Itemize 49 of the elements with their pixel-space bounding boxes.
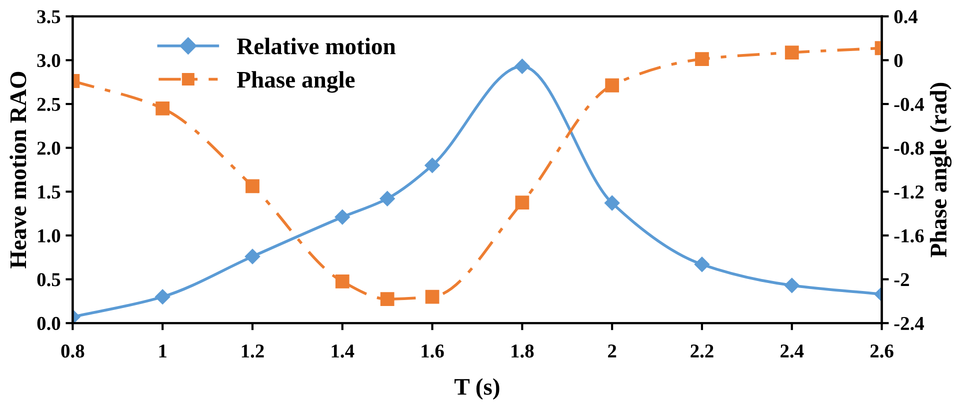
y-tick-label: 0.5 bbox=[37, 273, 60, 286]
x-tick-label: 2.4 bbox=[780, 344, 804, 358]
point bbox=[604, 195, 620, 211]
point bbox=[694, 256, 710, 272]
x-tick-label: 2 bbox=[608, 344, 616, 358]
y-tick-label: 1.5 bbox=[38, 186, 60, 199]
y2-tick-label: -1.6 bbox=[894, 229, 924, 242]
point bbox=[380, 292, 394, 306]
point bbox=[156, 101, 170, 116]
y-tick-label: 3.5 bbox=[37, 10, 60, 24]
point bbox=[514, 58, 530, 74]
point bbox=[515, 196, 530, 210]
point bbox=[784, 278, 800, 293]
y2-tick-label: -2.4 bbox=[894, 316, 924, 330]
x-tick-label: 1.6 bbox=[422, 344, 444, 358]
point bbox=[244, 248, 260, 264]
x-tick-label: 1.8 bbox=[512, 344, 534, 358]
x-tick-label: 0.8 bbox=[61, 344, 84, 358]
point bbox=[424, 158, 440, 173]
y2-tick-label: -1.2 bbox=[894, 186, 924, 199]
y2-tick-label: -0.8 bbox=[894, 142, 924, 155]
point bbox=[334, 209, 350, 225]
x-tick-label: 2.6 bbox=[870, 344, 894, 358]
y-tick-label: 2.5 bbox=[37, 98, 60, 112]
y2-tick-label: 0.4 bbox=[894, 10, 918, 24]
point bbox=[695, 52, 709, 66]
x-tick-label: 2.2 bbox=[690, 344, 714, 358]
x-axis-title: T (s) bbox=[454, 378, 500, 400]
y2-axis-title: Phase angle (rad) bbox=[930, 82, 952, 258]
point bbox=[155, 289, 170, 304]
y2-tick-label: -2 bbox=[894, 273, 909, 286]
point bbox=[246, 179, 260, 194]
x-tick-label: 1 bbox=[159, 344, 166, 358]
point bbox=[605, 78, 620, 92]
x-tick-label: 1.4 bbox=[332, 344, 354, 358]
y-tick-label: 2.0 bbox=[37, 142, 60, 155]
point bbox=[380, 191, 395, 206]
y-axis-title: Heave motion RAO bbox=[10, 72, 26, 268]
y-tick-label: 1.0 bbox=[38, 229, 60, 242]
y-tick-label: 0.0 bbox=[37, 316, 60, 330]
legend-label: Relative motion bbox=[236, 38, 396, 54]
y2-tick-label: -0.4 bbox=[894, 98, 924, 112]
legend-label: Phase angle bbox=[236, 71, 355, 93]
point bbox=[335, 274, 350, 288]
point bbox=[425, 290, 440, 304]
y-tick-label: 3.0 bbox=[37, 54, 60, 68]
x-tick-label: 1.2 bbox=[242, 344, 264, 358]
y2-tick-label: 0 bbox=[894, 54, 903, 68]
point bbox=[784, 46, 799, 60]
